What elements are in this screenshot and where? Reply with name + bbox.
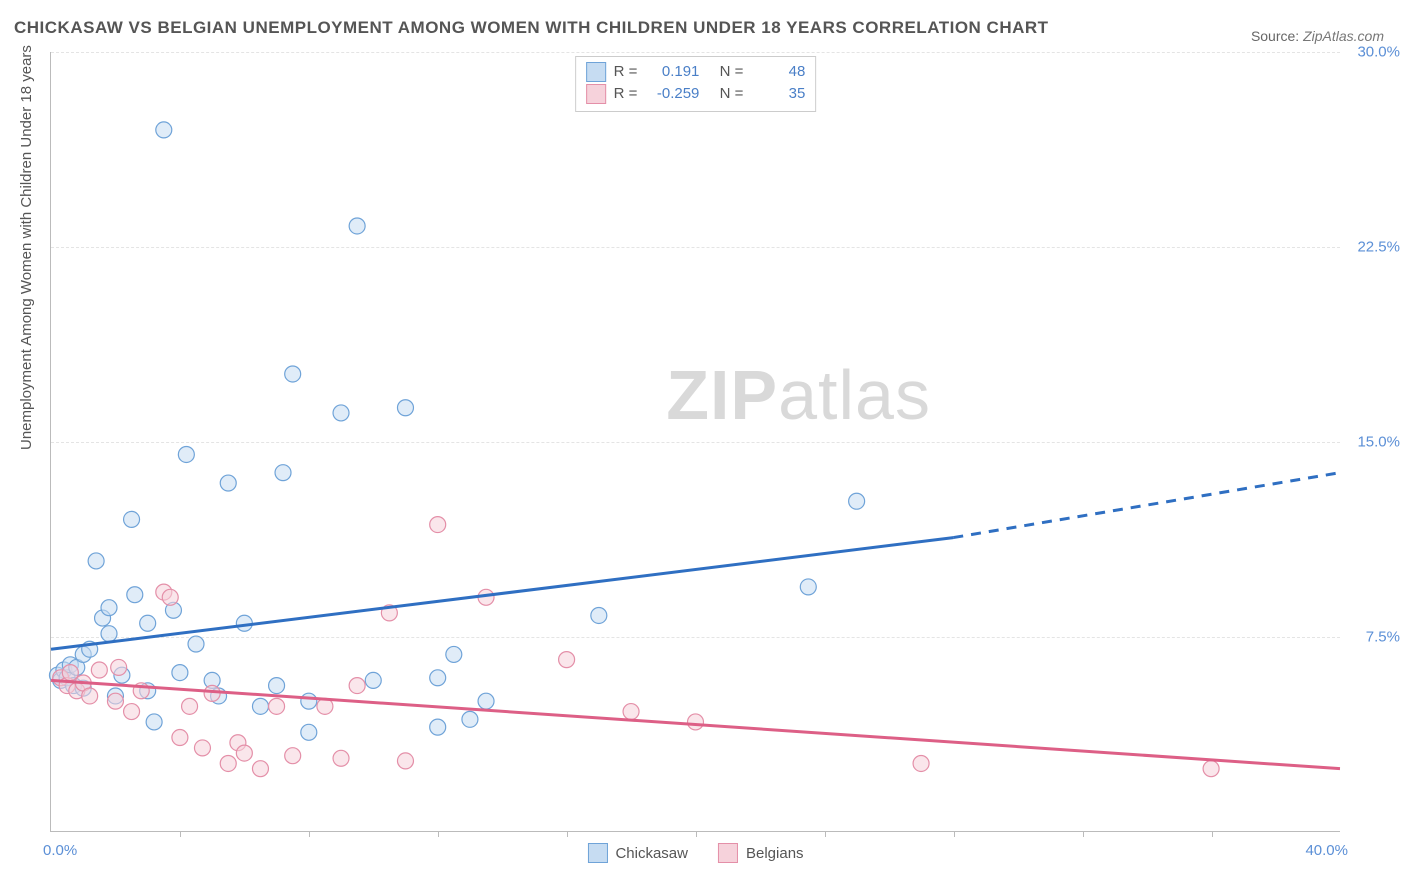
source-value: ZipAtlas.com	[1303, 28, 1384, 44]
legend: Chickasaw Belgians	[587, 843, 803, 863]
r-label: R =	[614, 61, 638, 83]
chart-title: CHICKASAW VS BELGIAN UNEMPLOYMENT AMONG …	[14, 18, 1049, 38]
legend-item-chickasaw: Chickasaw	[587, 843, 688, 863]
x-tick-min: 0.0%	[43, 842, 77, 859]
source-attribution: Source: ZipAtlas.com	[1251, 28, 1384, 44]
plot-svg	[51, 52, 1340, 831]
swatch-pink-icon	[586, 84, 606, 104]
y-tick-label: 7.5%	[1366, 629, 1400, 646]
plot-area: ZIPatlas R = 0.191 N = 48 R = -0.259 N =…	[50, 52, 1340, 832]
stats-row-chickasaw: R = 0.191 N = 48	[586, 61, 806, 83]
y-tick-label: 15.0%	[1357, 434, 1400, 451]
stats-row-belgians: R = -0.259 N = 35	[586, 83, 806, 105]
y-axis-label: Unemployment Among Women with Children U…	[18, 45, 35, 450]
n-label: N =	[720, 83, 744, 105]
r-label: R =	[614, 83, 638, 105]
swatch-pink-icon	[718, 843, 738, 863]
legend-label: Belgians	[746, 845, 804, 862]
r-value-chickasaw: 0.191	[645, 61, 699, 83]
y-tick-label: 30.0%	[1357, 44, 1400, 61]
legend-item-belgians: Belgians	[718, 843, 804, 863]
swatch-blue-icon	[586, 62, 606, 82]
n-value-chickasaw: 48	[751, 61, 805, 83]
x-tick-max: 40.0%	[1305, 842, 1348, 859]
swatch-blue-icon	[587, 843, 607, 863]
stats-box: R = 0.191 N = 48 R = -0.259 N = 35	[575, 56, 817, 112]
legend-label: Chickasaw	[615, 845, 688, 862]
r-value-belgians: -0.259	[645, 83, 699, 105]
n-label: N =	[720, 61, 744, 83]
n-value-belgians: 35	[751, 83, 805, 105]
y-tick-label: 22.5%	[1357, 239, 1400, 256]
source-label: Source:	[1251, 28, 1299, 44]
